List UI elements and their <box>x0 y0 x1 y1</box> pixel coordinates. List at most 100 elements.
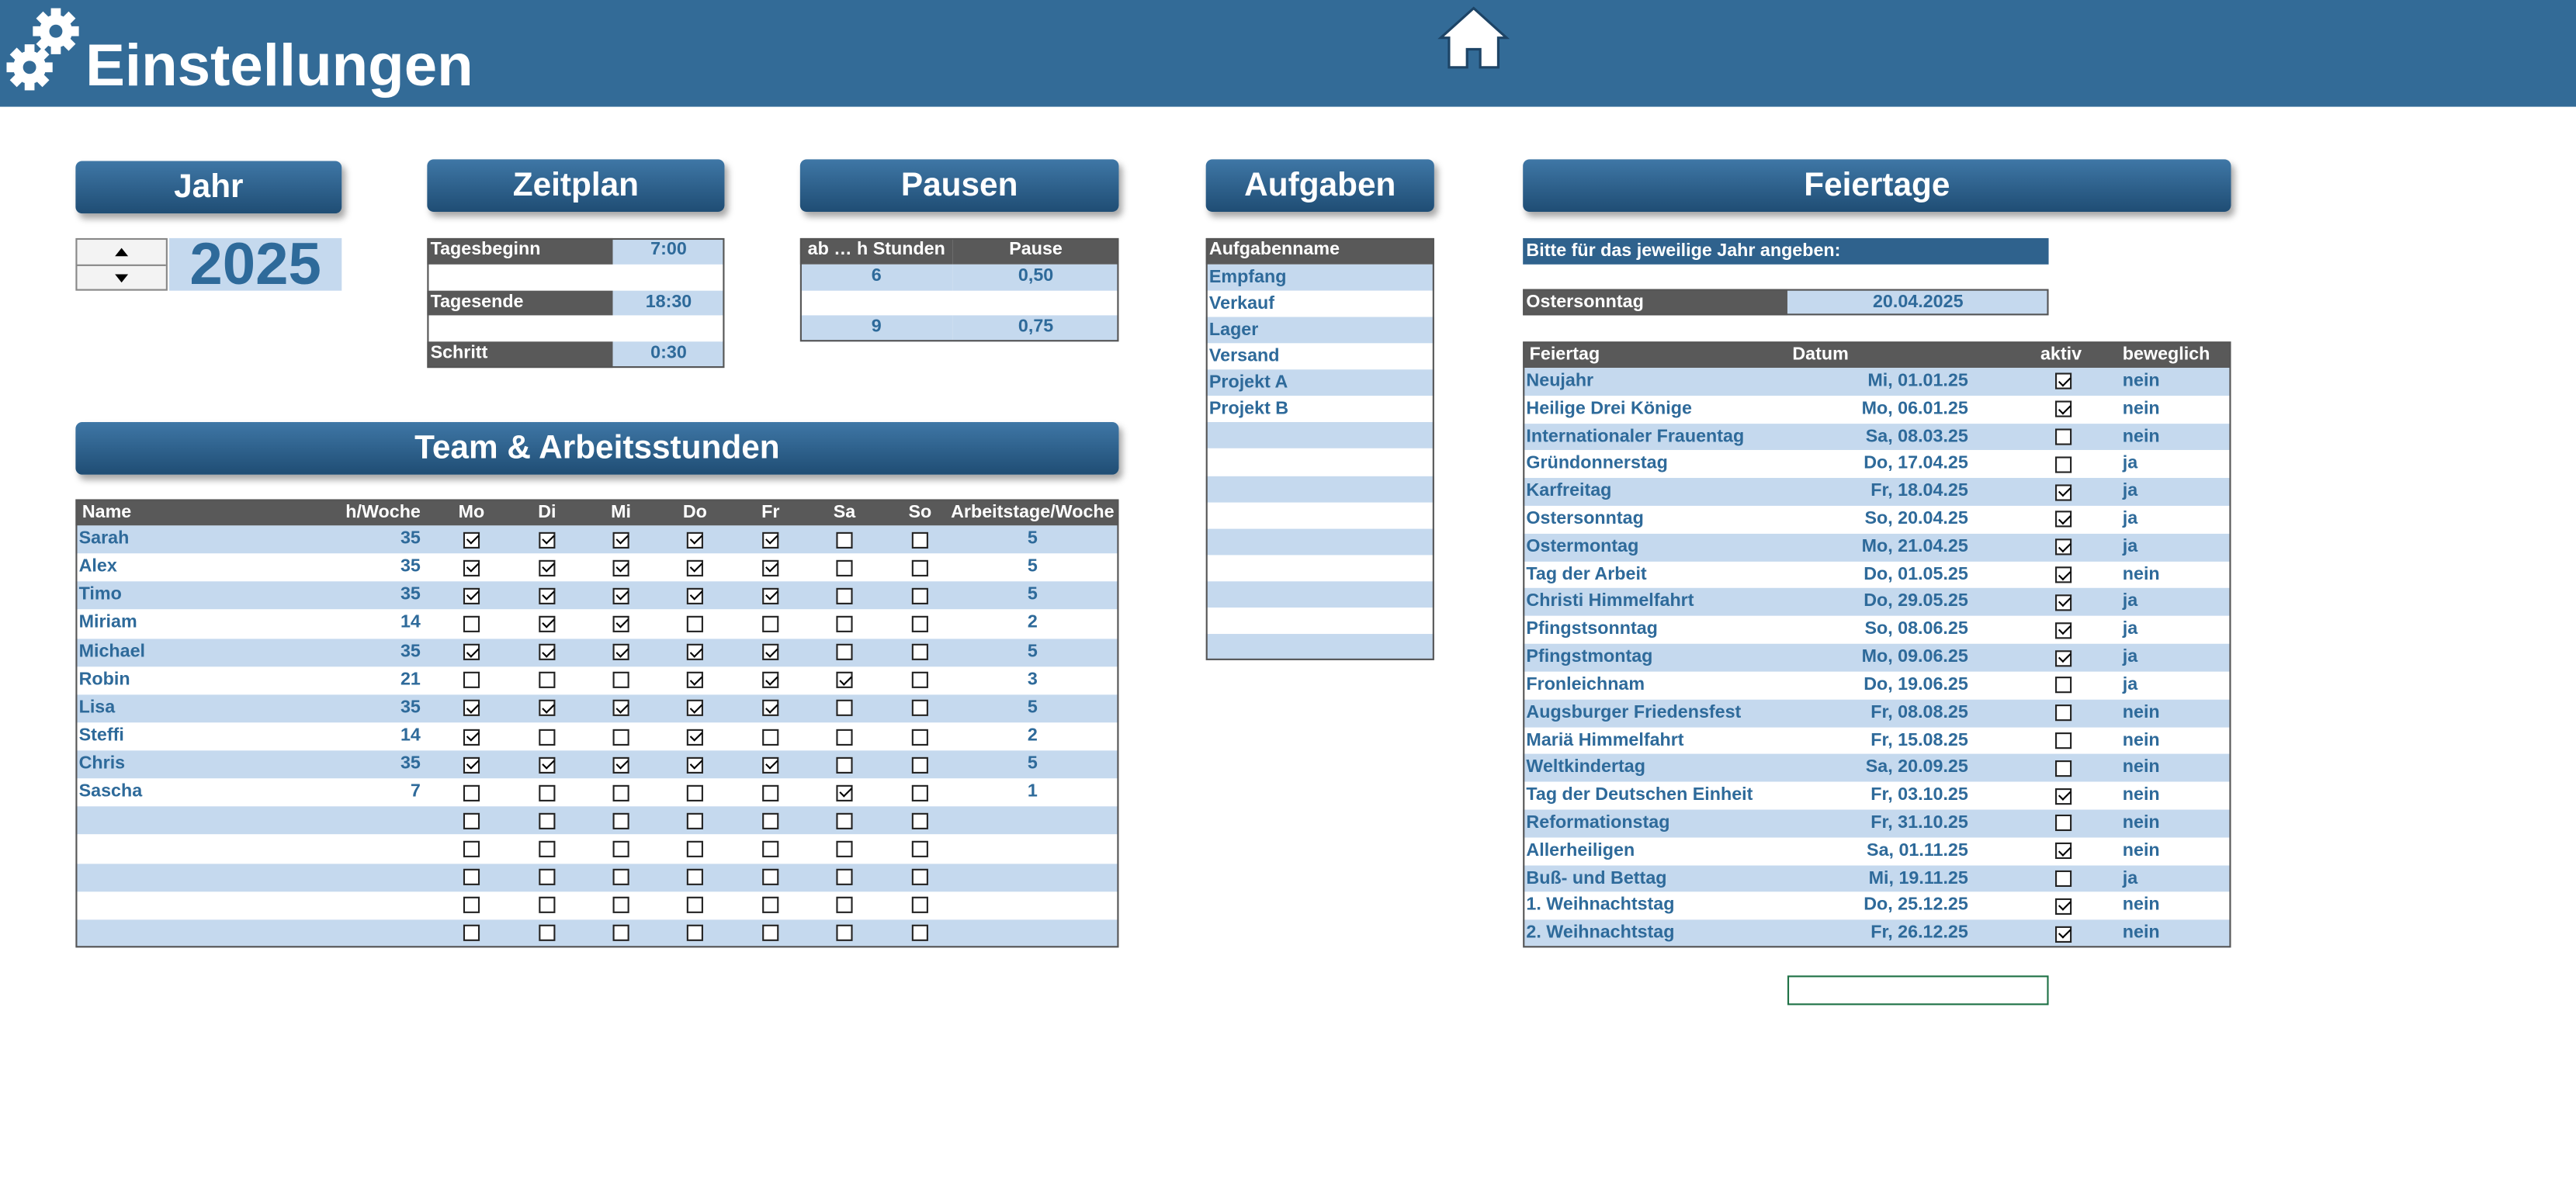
team-workdays: 5 <box>1027 641 1038 662</box>
team-row <box>75 919 1119 948</box>
team-row <box>75 750 1119 779</box>
holiday-row <box>1523 368 2231 396</box>
team-header: Do <box>682 502 707 523</box>
easter-date: 20.04.2025 <box>1787 289 2049 316</box>
team-name: Robin <box>78 669 130 690</box>
checkbox <box>463 869 480 886</box>
checkbox <box>836 869 853 886</box>
pause-value: 0,75 <box>952 316 1119 342</box>
checkbox <box>686 643 703 661</box>
team-hours: 7 <box>410 781 421 802</box>
checkbox <box>762 812 779 829</box>
holiday-name: Karfreitag <box>1526 481 1612 502</box>
pause-value: 0,50 <box>952 264 1119 290</box>
checkbox <box>612 925 629 942</box>
checkbox <box>2055 677 2072 694</box>
team-header: Di <box>538 502 556 523</box>
checkbox <box>686 531 703 549</box>
holiday-name: Pfingstsonntag <box>1526 619 1658 639</box>
checkbox <box>463 756 480 774</box>
easter-label: Ostersonntag <box>1523 289 1787 316</box>
holiday-date: Fr, 31.10.25 <box>1870 812 1968 833</box>
holiday-row <box>1523 643 2231 672</box>
checkbox <box>836 840 853 857</box>
holiday-date: Do, 19.06.25 <box>1864 674 1968 695</box>
schedule-value: 18:30 <box>612 289 725 317</box>
checkbox <box>836 615 853 632</box>
checkbox <box>836 700 853 717</box>
holiday-date: Fr, 08.08.25 <box>1870 702 1968 722</box>
team-row <box>75 722 1119 751</box>
holiday-name: 2. Weihnachtstag <box>1526 923 1675 943</box>
checkbox <box>911 643 928 661</box>
holiday-date: Mo, 06.01.25 <box>1861 398 1968 419</box>
holiday-movable: nein <box>2122 923 2160 943</box>
checkbox <box>911 587 928 604</box>
section-button: Zeitplan <box>427 159 725 213</box>
holiday-date: So, 08.06.25 <box>1864 619 1968 639</box>
checkbox <box>612 587 629 604</box>
checkbox <box>2055 704 2072 722</box>
holiday-movable: nein <box>2122 398 2160 419</box>
team-name: Miriam <box>78 613 137 633</box>
checkbox <box>2055 815 2072 832</box>
spinner-up <box>115 248 129 257</box>
pause-hours: 9 <box>799 316 953 342</box>
team-name: Steffi <box>78 725 124 746</box>
team-row <box>75 778 1119 807</box>
checkbox <box>612 672 629 689</box>
table-frame <box>427 237 725 369</box>
spinner[interactable] <box>75 237 168 291</box>
holiday-movable: nein <box>2122 840 2160 860</box>
table-frame <box>1523 341 2231 948</box>
pause-header: ab … h Stunden <box>799 237 953 265</box>
checkbox <box>762 756 779 774</box>
selected-cell[interactable] <box>1787 975 2049 1006</box>
team-workdays: 2 <box>1027 725 1038 746</box>
team-header: Mo <box>458 502 485 523</box>
holiday-row <box>1523 395 2231 424</box>
checkbox <box>463 728 480 745</box>
holiday-date: Sa, 20.09.25 <box>1865 757 1968 777</box>
pause-header: Pause <box>952 237 1119 265</box>
holiday-note: Bitte für das jeweilige Jahr angeben: <box>1523 237 2049 265</box>
checkbox <box>539 615 556 632</box>
checkbox <box>463 643 480 661</box>
team-name: Sarah <box>78 528 130 549</box>
checkbox <box>612 897 629 914</box>
checkbox <box>2055 373 2072 390</box>
holiday-movable: nein <box>2122 426 2160 446</box>
holiday-header: Datum <box>1792 344 1849 365</box>
holiday-date: Mo, 21.04.25 <box>1861 536 1968 557</box>
checkbox <box>463 925 480 942</box>
home-button[interactable] <box>1437 5 1510 71</box>
holiday-name: Gründonnerstag <box>1526 454 1668 474</box>
checkbox <box>539 756 556 774</box>
team-hours: 21 <box>400 669 421 690</box>
team-workdays: 5 <box>1027 698 1038 718</box>
section-button: Team & Arbeitsstunden <box>75 421 1119 475</box>
checkbox <box>686 840 703 857</box>
team-name: Timo <box>78 585 122 605</box>
holiday-name: 1. Weihnachtstag <box>1526 895 1675 916</box>
checkbox <box>686 728 703 745</box>
checkbox <box>463 587 480 604</box>
holiday-movable: nein <box>2122 702 2160 722</box>
checkbox <box>836 643 853 661</box>
holiday-date: Do, 29.05.25 <box>1864 592 1968 612</box>
holiday-date: Fr, 26.12.25 <box>1870 923 1968 943</box>
checkbox <box>911 615 928 632</box>
schedule-label: Schritt <box>427 341 613 369</box>
task-row: Empfang <box>1205 264 1434 291</box>
team-header: Sa <box>833 502 856 523</box>
holiday-date: Fr, 03.10.25 <box>1870 785 1968 805</box>
holiday-row <box>1523 450 2231 479</box>
schedule-value: 7:00 <box>612 237 725 265</box>
checkbox <box>762 643 779 661</box>
schedule-label: Tagesende <box>427 289 613 317</box>
checkbox <box>539 531 556 549</box>
header-bar <box>0 0 2576 107</box>
checkbox <box>612 812 629 829</box>
checkbox <box>463 812 480 829</box>
checkbox <box>2055 566 2072 583</box>
